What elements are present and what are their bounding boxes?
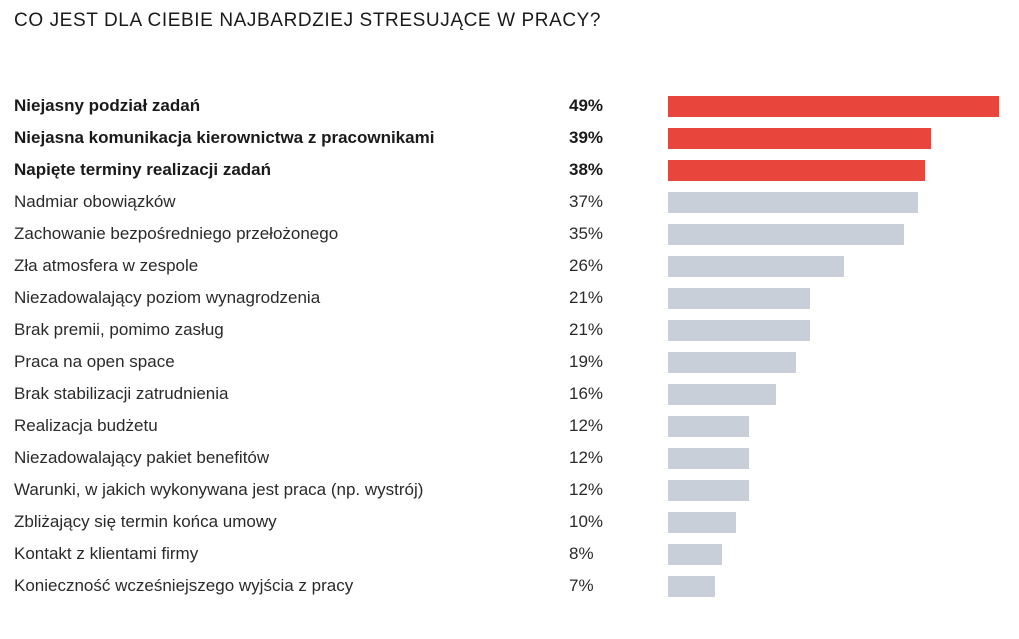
category-label: Niezadowalający poziom wynagrodzenia: [14, 288, 321, 307]
bar: [668, 480, 749, 501]
bar: [668, 544, 722, 565]
value-label: 35%: [569, 224, 604, 243]
bar: [668, 384, 776, 405]
bar: [668, 288, 810, 309]
bar-row: Niejasny podział zadań 49%: [0, 90, 1019, 122]
bar-row: Nadmiar obowiązków 37%: [0, 186, 1019, 218]
bar-row: Napięte terminy realizacji zadań 38%: [0, 154, 1019, 186]
bar: [668, 128, 931, 149]
value-label: 21%: [569, 288, 604, 307]
bar-row: Niejasna komunikacja kierownictwa z prac…: [0, 122, 1019, 154]
value-label: 12%: [569, 480, 604, 499]
value-label: 12%: [569, 448, 604, 467]
bar-row: Brak premii, pomimo zasług 21%: [0, 314, 1019, 346]
bar: [668, 224, 904, 245]
category-label: Nadmiar obowiązków: [14, 192, 176, 211]
bar-row: Warunki, w jakich wykonywana jest praca …: [0, 474, 1019, 506]
bar-row: Niezadowalający pakiet benefitów 12%: [0, 442, 1019, 474]
value-label: 37%: [569, 192, 604, 211]
value-label: 12%: [569, 416, 604, 435]
bar: [668, 160, 925, 181]
category-label: Niejasna komunikacja kierownictwa z prac…: [14, 128, 435, 147]
bar-row: Realizacja budżetu 12%: [0, 410, 1019, 442]
category-label: Brak premii, pomimo zasług: [14, 320, 224, 339]
bar: [668, 512, 736, 533]
category-label: Realizacja budżetu: [14, 416, 158, 435]
bar: [668, 352, 796, 373]
bar-row: Niezadowalający poziom wynagrodzenia 21%: [0, 282, 1019, 314]
value-label: 49%: [569, 96, 604, 115]
bar: [668, 256, 844, 277]
category-label: Zbliżający się termin końca umowy: [14, 512, 277, 531]
category-label: Brak stabilizacji zatrudnienia: [14, 384, 229, 403]
bar: [668, 192, 918, 213]
bar-row: Praca na open space 19%: [0, 346, 1019, 378]
value-label: 7%: [569, 576, 594, 595]
value-label: 10%: [569, 512, 604, 531]
category-label: Zachowanie bezpośredniego przełożonego: [14, 224, 339, 243]
category-label: Konieczność wcześniejszego wyjścia z pra…: [14, 576, 354, 595]
bar: [668, 320, 810, 341]
bar-row: Zachowanie bezpośredniego przełożonego 35…: [0, 218, 1019, 250]
chart-title: CO JEST DLA CIEBIE NAJBARDZIEJ STRESUJĄC…: [14, 10, 602, 31]
value-label: 16%: [569, 384, 604, 403]
value-label: 19%: [569, 352, 604, 371]
bar-row: Zła atmosfera w zespole 26%: [0, 250, 1019, 282]
bar-row: Konieczność wcześniejszego wyjścia z pra…: [0, 570, 1019, 602]
category-label: Zła atmosfera w zespole: [14, 256, 199, 275]
bar: [668, 448, 749, 469]
bar-row: Zbliżający się termin końca umowy 10%: [0, 506, 1019, 538]
category-label: Niezadowalający pakiet benefitów: [14, 448, 270, 467]
value-label: 39%: [569, 128, 604, 147]
category-label: Niejasny podział zadań: [14, 96, 201, 115]
value-label: 26%: [569, 256, 604, 275]
bar-row: Brak stabilizacji zatrudnienia 16%: [0, 378, 1019, 410]
value-label: 38%: [569, 160, 604, 179]
bar: [668, 96, 999, 117]
bar: [668, 416, 749, 437]
category-label: Kontakt z klientami firmy: [14, 544, 199, 563]
bar-row: Kontakt z klientami firmy 8%: [0, 538, 1019, 570]
category-label: Praca na open space: [14, 352, 175, 371]
value-label: 8%: [569, 544, 594, 563]
value-label: 21%: [569, 320, 604, 339]
category-label: Napięte terminy realizacji zadań: [14, 160, 271, 179]
bar: [668, 576, 715, 597]
category-label: Warunki, w jakich wykonywana jest praca …: [14, 480, 424, 499]
